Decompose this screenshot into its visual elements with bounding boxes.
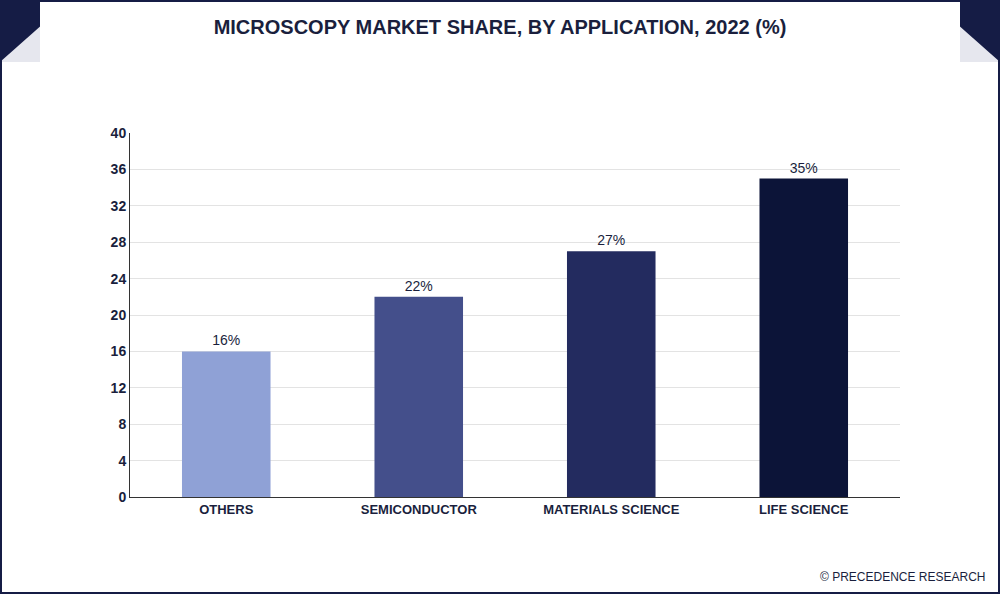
svg-text:16: 16 bbox=[111, 343, 127, 359]
svg-text:24: 24 bbox=[111, 271, 127, 287]
svg-text:0: 0 bbox=[118, 489, 126, 505]
svg-text:© PRECEDENCE RESEARCH: © PRECEDENCE RESEARCH bbox=[820, 570, 986, 584]
svg-text:SEMICONDUCTOR: SEMICONDUCTOR bbox=[361, 502, 478, 517]
svg-text:32: 32 bbox=[111, 198, 127, 214]
svg-text:MICROSCOPY MARKET SHARE, BY AP: MICROSCOPY MARKET SHARE, BY APPLICATION,… bbox=[214, 16, 787, 38]
svg-text:12: 12 bbox=[111, 380, 127, 396]
svg-text:8: 8 bbox=[118, 416, 126, 432]
svg-text:36: 36 bbox=[111, 161, 127, 177]
svg-text:35%: 35% bbox=[790, 160, 818, 176]
svg-text:16%: 16% bbox=[212, 332, 240, 348]
svg-text:OTHERS: OTHERS bbox=[199, 502, 254, 517]
svg-text:20: 20 bbox=[111, 307, 127, 323]
svg-text:22%: 22% bbox=[405, 278, 433, 294]
svg-text:27%: 27% bbox=[597, 232, 625, 248]
svg-text:40: 40 bbox=[111, 125, 127, 141]
svg-text:MATERIALS SCIENCE: MATERIALS SCIENCE bbox=[543, 502, 680, 517]
svg-text:4: 4 bbox=[118, 453, 126, 469]
svg-text:28: 28 bbox=[111, 234, 127, 250]
svg-text:LIFE SCIENCE: LIFE SCIENCE bbox=[759, 502, 849, 517]
